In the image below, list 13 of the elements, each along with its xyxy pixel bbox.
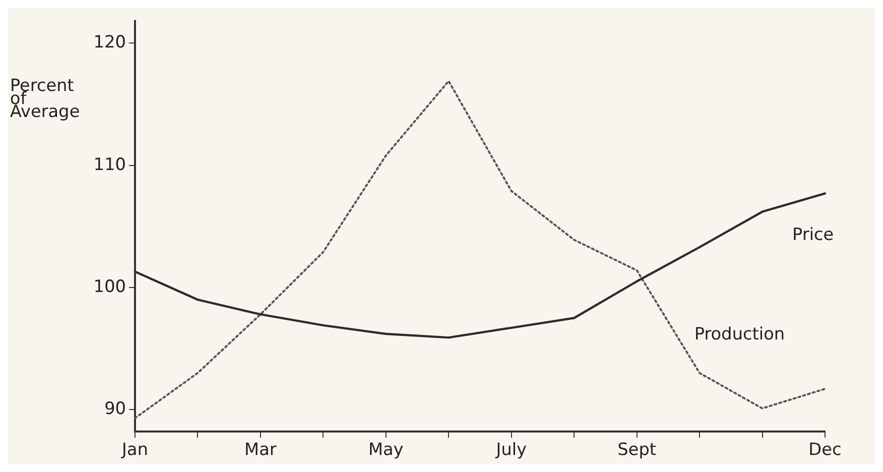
- y-tick-label: 90: [104, 399, 126, 420]
- series-label: Production: [694, 324, 785, 344]
- x-tick-label: Dec: [808, 440, 842, 460]
- x-tick-label: July: [495, 440, 527, 460]
- x-tick-label: Mar: [244, 440, 276, 460]
- y-tick-label: 100: [94, 276, 126, 297]
- x-tick-label: Jan: [120, 440, 148, 460]
- y-tick-label: 110: [94, 154, 126, 175]
- y-tick-label: 120: [94, 32, 126, 53]
- x-tick-label: May: [368, 440, 404, 460]
- y-axis-title: Percent of Average: [10, 76, 80, 122]
- series-label: Price: [792, 224, 834, 245]
- x-tick-label: Sept: [617, 440, 656, 460]
